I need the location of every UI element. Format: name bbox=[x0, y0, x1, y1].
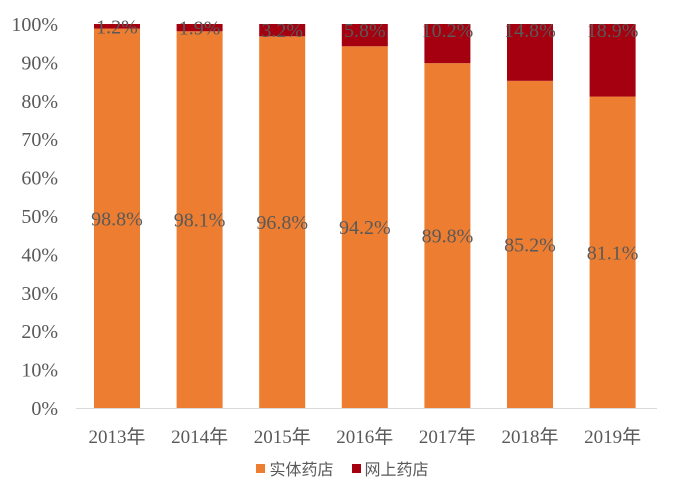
x-tick-label: 2018年 bbox=[501, 426, 558, 448]
bar-segment-physical bbox=[507, 80, 553, 408]
y-tick-label: 10% bbox=[21, 360, 58, 382]
x-tick-label: 2013年 bbox=[88, 426, 145, 448]
bar-segment-physical bbox=[94, 28, 140, 408]
data-label-online: 10.2% bbox=[422, 20, 474, 42]
y-tick-label: 80% bbox=[21, 91, 58, 113]
data-label-physical: 96.8% bbox=[256, 212, 308, 234]
data-label-physical: 89.8% bbox=[422, 226, 474, 248]
data-label-online: 14.8% bbox=[504, 20, 556, 42]
bar-segment-online bbox=[341, 24, 388, 47]
y-tick-label: 20% bbox=[21, 321, 58, 343]
data-label-online: 1.9% bbox=[179, 18, 221, 40]
bar-segment-online bbox=[507, 24, 553, 81]
bar-segment-online bbox=[424, 24, 471, 64]
legend-item-physical: 实体药店 bbox=[256, 456, 334, 480]
y-tick-label: 50% bbox=[21, 206, 58, 228]
data-label-physical: 98.8% bbox=[91, 208, 143, 230]
bar-segment-online bbox=[259, 24, 306, 37]
y-tick-label: 70% bbox=[21, 129, 58, 151]
legend-swatch-physical bbox=[256, 463, 266, 473]
x-tick-label: 2016年 bbox=[336, 426, 393, 448]
legend-swatch-online bbox=[351, 463, 361, 473]
y-tick-label: 30% bbox=[21, 283, 58, 305]
legend-label-online: 网上药店 bbox=[364, 460, 429, 479]
bar-segment-online bbox=[589, 24, 636, 97]
x-tick-label: 2014年 bbox=[171, 426, 228, 448]
bar-segment-physical bbox=[424, 63, 471, 408]
data-label-online: 1.2% bbox=[96, 16, 138, 38]
y-tick-label: 40% bbox=[21, 244, 58, 266]
x-tick-label: 2019年 bbox=[584, 426, 641, 448]
x-tick-label: 2015年 bbox=[254, 426, 311, 448]
data-label-online: 18.9% bbox=[587, 20, 639, 42]
data-label-physical: 98.1% bbox=[174, 210, 226, 232]
bar-segment-online bbox=[94, 24, 140, 29]
data-label-physical: 85.2% bbox=[504, 234, 556, 256]
y-tick-label: 0% bbox=[31, 398, 58, 420]
data-label-physical: 81.1% bbox=[587, 242, 639, 264]
y-tick-label: 100% bbox=[11, 14, 58, 36]
bar-segment-physical bbox=[341, 46, 388, 408]
bar-segment-physical bbox=[176, 31, 223, 409]
x-tick-label: 2017年 bbox=[419, 426, 476, 448]
bar-segment-physical bbox=[259, 36, 306, 409]
legend: 实体药店 网上药店 bbox=[0, 456, 685, 480]
y-tick-label: 90% bbox=[21, 52, 58, 74]
bar-segment-physical bbox=[589, 96, 636, 409]
stacked-bar-chart: 0% 10% 20% 30% 40% 50% 60% 70% 80% 90% 100% 98.8% 1.… bbox=[11, 14, 657, 448]
legend-item-online: 网上药店 bbox=[351, 456, 429, 480]
data-label-physical: 94.2% bbox=[339, 217, 391, 239]
legend-label-physical: 实体药店 bbox=[269, 460, 334, 479]
data-label-online: 3.2% bbox=[261, 20, 303, 42]
data-label-online: 5.8% bbox=[344, 20, 386, 42]
y-tick-label: 60% bbox=[21, 168, 58, 190]
bar-segment-online bbox=[176, 24, 223, 32]
